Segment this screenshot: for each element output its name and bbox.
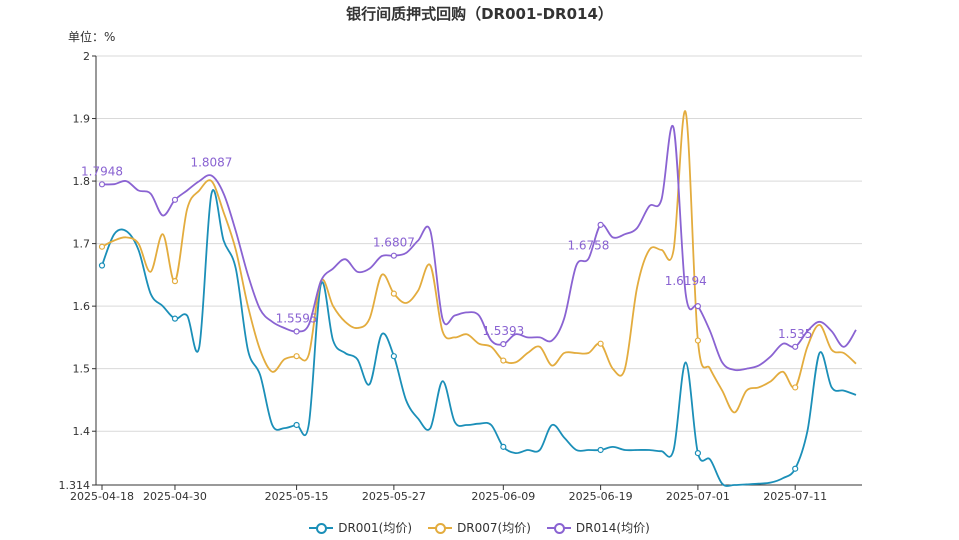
x-tick-label: 2025-07-11 bbox=[763, 490, 827, 503]
data-label-dr014: 1.6807 bbox=[373, 236, 415, 250]
x-tick-label: 2025-06-09 bbox=[471, 490, 535, 503]
x-tick-label: 2025-04-30 bbox=[143, 490, 207, 503]
x-tick-label: 2025-04-18 bbox=[70, 490, 134, 503]
data-point-dr001[interactable] bbox=[390, 353, 397, 360]
series-line-dr014[interactable] bbox=[101, 124, 857, 372]
y-tick-label: 1.314 bbox=[59, 479, 91, 492]
data-label-dr014: 1.8087 bbox=[190, 156, 232, 170]
data-point-dr007[interactable] bbox=[98, 243, 106, 250]
data-label-dr014: 1.5393 bbox=[482, 324, 524, 338]
axes: 1.314 1.4 1.5 1.6 1.7 1.8 1.9 2 2025-04-18 2025-0… bbox=[59, 50, 862, 503]
data-point-dr007[interactable] bbox=[597, 340, 604, 347]
legend-item-dr014[interactable]: DR014(均价) bbox=[546, 519, 650, 536]
data-point-dr007[interactable] bbox=[171, 278, 179, 285]
data-point-dr007[interactable] bbox=[293, 353, 300, 360]
data-point-dr014[interactable] bbox=[293, 328, 300, 335]
data-point-dr001[interactable] bbox=[293, 421, 300, 429]
x-tick-label: 2025-05-15 bbox=[265, 490, 329, 503]
data-point-dr007[interactable] bbox=[500, 357, 507, 364]
x-tick-label: 2025-06-19 bbox=[569, 490, 633, 503]
data-point-dr014[interactable] bbox=[390, 252, 397, 259]
data-label-dr014: 1.7948 bbox=[81, 164, 123, 178]
y-tick-label: 1.4 bbox=[73, 425, 91, 438]
x-tick-label: 2025-07-01 bbox=[666, 490, 730, 503]
data-point-dr014[interactable] bbox=[98, 181, 106, 188]
legend-swatch-dr007 bbox=[428, 522, 453, 534]
legend-item-dr007[interactable]: DR007(均价) bbox=[428, 519, 531, 536]
data-label-dr014: 1.6758 bbox=[567, 239, 609, 253]
data-point-dr001[interactable] bbox=[171, 315, 179, 322]
grid-lines bbox=[96, 55, 862, 432]
data-label-dr014: 1.535 bbox=[778, 327, 812, 341]
data-point-dr007[interactable] bbox=[694, 337, 702, 344]
data-point-dr001[interactable] bbox=[98, 262, 106, 269]
data-point-dr014[interactable] bbox=[792, 343, 799, 350]
data-label-dr014: 1.6194 bbox=[665, 274, 707, 288]
data-point-dr007[interactable] bbox=[792, 384, 799, 391]
y-tick-label: 1.7 bbox=[73, 238, 91, 251]
legend-item-dr001[interactable]: DR001(均价) bbox=[309, 519, 412, 536]
unit-label: 单位：% bbox=[68, 30, 116, 44]
y-tick-label: 1.8 bbox=[73, 175, 91, 188]
legend-swatch-dr014 bbox=[546, 522, 571, 534]
y-tick-label: 2 bbox=[83, 50, 90, 63]
y-tick-label: 1.9 bbox=[73, 113, 91, 126]
data-point-dr014[interactable] bbox=[500, 341, 507, 348]
legend-label-dr014: DR014(均价) bbox=[575, 521, 650, 535]
data-label-dr014: 1.5595 bbox=[276, 311, 318, 325]
data-labels: 1.7948 1.8087 1.5595 1.6807 1.5393 1.6758 1.61… bbox=[81, 156, 812, 341]
data-point-dr007[interactable] bbox=[390, 290, 397, 297]
series-line-dr001[interactable] bbox=[101, 189, 857, 487]
chart-title: 银行间质押式回购（DR001-DR014） bbox=[346, 5, 613, 23]
y-tick-label: 1.6 bbox=[73, 300, 91, 313]
y-tick-label: 1.5 bbox=[73, 363, 91, 376]
data-point-dr001[interactable] bbox=[597, 446, 604, 454]
legend-swatch-dr001 bbox=[309, 522, 334, 534]
data-point-dr001[interactable] bbox=[792, 465, 799, 472]
data-point-dr001[interactable] bbox=[500, 443, 507, 450]
series-line-dr007[interactable] bbox=[101, 110, 857, 414]
data-point-dr001[interactable] bbox=[694, 450, 702, 457]
data-point-dr014[interactable] bbox=[694, 303, 702, 310]
legend-label-dr001: DR001(均价) bbox=[338, 521, 413, 535]
legend-label-dr007: DR007(均价) bbox=[457, 521, 531, 535]
data-point-dr014[interactable] bbox=[597, 221, 604, 228]
series-lines bbox=[98, 110, 857, 487]
data-point-dr014[interactable] bbox=[171, 196, 179, 203]
legend: DR001(均价) DR007(均价) DR014(均价) bbox=[0, 519, 959, 536]
x-tick-label: 2025-05-27 bbox=[362, 490, 426, 503]
